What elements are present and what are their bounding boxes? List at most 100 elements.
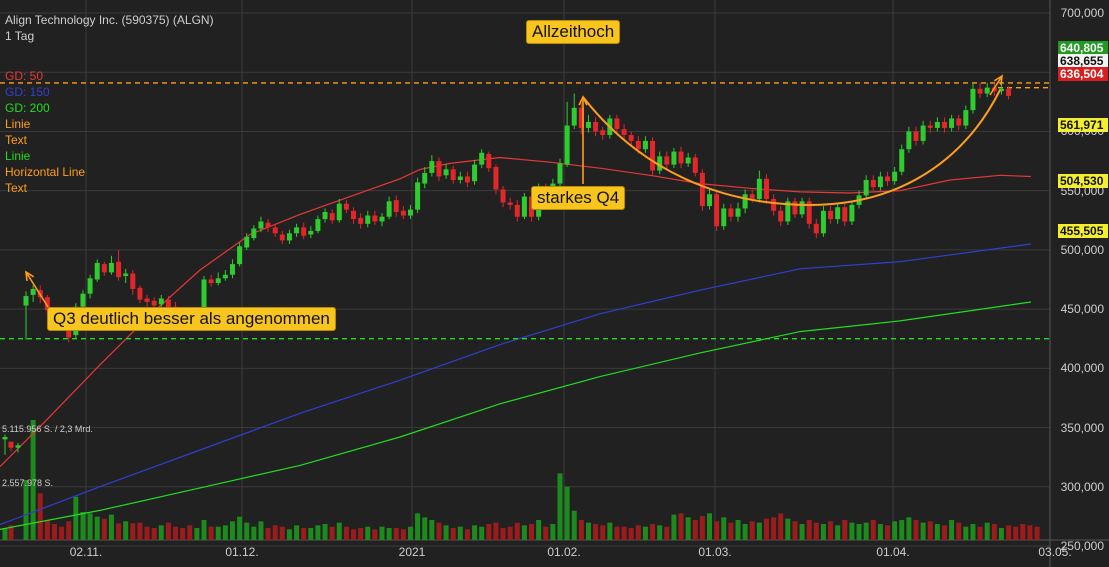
- legend-item[interactable]: GD: 50: [5, 69, 44, 83]
- volume-bar: [322, 524, 328, 540]
- candle-127-body: [927, 125, 933, 128]
- candle-132-body: [963, 110, 969, 126]
- candle-34-body: [265, 222, 271, 228]
- candle-51-body: [386, 201, 392, 217]
- legend-item[interactable]: GD: 200: [5, 101, 50, 115]
- volume-bar: [308, 528, 314, 540]
- volume-bar: [863, 522, 869, 540]
- candle-57-body: [429, 161, 435, 173]
- volume-bar: [906, 517, 912, 540]
- candle-95-body: [699, 172, 705, 207]
- candle-118-body: [863, 180, 869, 196]
- legend-item[interactable]: Text: [5, 181, 28, 195]
- candle-102-body: [749, 194, 755, 199]
- volume-bar: [585, 522, 591, 540]
- volume-bar: [607, 522, 613, 540]
- candle-26-body: [208, 279, 214, 284]
- candle-99-body: [728, 208, 734, 217]
- candle-16-body: [137, 287, 143, 300]
- candle-30-body: [237, 246, 243, 265]
- price-tag: 455,505: [1058, 224, 1108, 238]
- volume-bar: [44, 520, 50, 540]
- volume-bar: [1034, 526, 1040, 540]
- volume-bar: [500, 528, 506, 540]
- candle-39-body: [301, 227, 307, 236]
- volume-label-mid: 2.557.978 S.: [2, 478, 54, 488]
- arrow-cup-end-head: [993, 74, 1003, 86]
- candle-138-body: [1006, 88, 1012, 96]
- candle-83-body: [614, 118, 620, 130]
- candle-70-body: [521, 196, 527, 217]
- volume-bar: [529, 524, 535, 540]
- candle-28-body: [222, 274, 228, 279]
- candle-97-body: [714, 194, 720, 227]
- candle-106-body: [778, 210, 784, 222]
- candle-86-body: [635, 140, 641, 150]
- candle-81-body: [600, 130, 606, 136]
- volume-bar: [621, 526, 627, 540]
- volume-bar: [393, 528, 399, 540]
- volume-bar: [820, 524, 826, 540]
- candle-110-body: [806, 201, 812, 224]
- candle-9-body: [87, 278, 93, 294]
- volume-bar: [422, 517, 428, 540]
- chart-header: Align Technology Inc. (590375) (ALGN) 1 …: [5, 12, 214, 44]
- volume-bar: [372, 529, 378, 540]
- instrument-title: Align Technology Inc. (590375) (ALGN): [5, 13, 214, 27]
- volume-bar: [828, 521, 834, 540]
- candle-96-body: [707, 194, 713, 207]
- volume-bar: [635, 525, 641, 540]
- candle-115-body: [842, 207, 848, 222]
- candle-42-body: [322, 211, 328, 220]
- volume-bar: [614, 526, 620, 540]
- volume-bar: [813, 522, 819, 540]
- candle-56-body: [422, 172, 428, 184]
- candle-27-body: [215, 278, 221, 284]
- volume-bar: [351, 529, 357, 540]
- candle-129-body: [941, 121, 947, 128]
- volume-bar: [941, 525, 947, 540]
- volume-bar: [336, 522, 342, 540]
- price-tag: 636,504: [1058, 67, 1108, 81]
- volume-bar: [699, 516, 705, 540]
- arrow-cup-end: [989, 75, 1003, 96]
- volume-bar: [991, 524, 997, 540]
- x-tick-label: 03.05.: [1038, 545, 1072, 559]
- volume-bar: [151, 528, 157, 540]
- volume-bar: [130, 523, 136, 540]
- candle-108-body: [792, 201, 798, 215]
- volume-bar: [379, 526, 385, 540]
- candle-15-body: [130, 273, 136, 289]
- candle-37-body: [286, 233, 292, 241]
- volume-bar: [514, 522, 520, 540]
- volume-bar: [543, 526, 549, 540]
- candle-103-body: [756, 178, 762, 199]
- legend-item[interactable]: Linie: [5, 149, 31, 163]
- candle-20-body: [165, 299, 171, 308]
- volume-bar: [1013, 526, 1019, 540]
- volume-bar: [2, 528, 8, 540]
- volume-bar: [407, 526, 413, 540]
- legend-item[interactable]: Horizontal Line: [5, 165, 86, 179]
- volume-bar: [173, 526, 179, 540]
- candle-101-body: [742, 194, 748, 209]
- legend-item[interactable]: Linie: [5, 117, 31, 131]
- candle-80-body: [593, 121, 599, 132]
- candle-123-body: [899, 149, 905, 172]
- legend-item[interactable]: Text: [5, 133, 28, 147]
- legend-item[interactable]: GD: 150: [5, 85, 50, 99]
- volume-bar: [37, 493, 43, 540]
- volume-bar: [657, 525, 663, 540]
- candle-0-body: [23, 296, 29, 306]
- candle-59-body: [443, 169, 449, 176]
- volume-bar: [1006, 525, 1012, 540]
- candle-67-body: [500, 189, 506, 203]
- volume-bar: [885, 525, 891, 540]
- y-tick-label: 400,000: [1060, 361, 1104, 376]
- volume-bar: [714, 521, 720, 540]
- candle-46-body: [351, 210, 357, 220]
- volume-bar: [707, 513, 713, 540]
- candle-77-body: [571, 107, 577, 126]
- candle-79-body: [585, 121, 591, 128]
